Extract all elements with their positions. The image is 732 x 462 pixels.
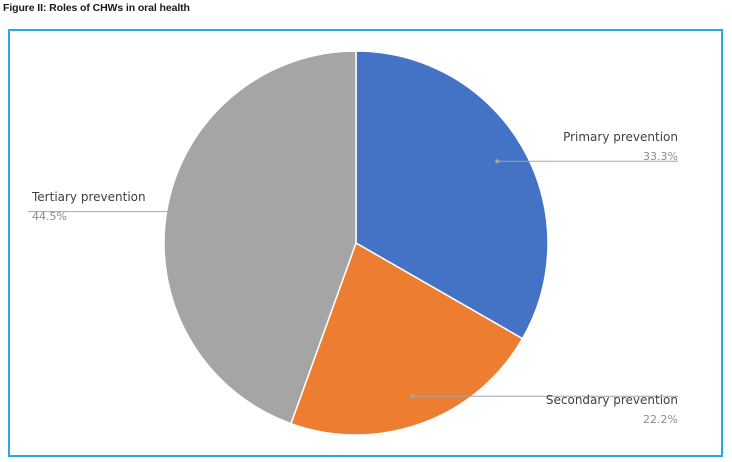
data-label-primary-prevention: Primary prevention	[563, 130, 678, 144]
data-value-primary-prevention: 33.3%	[643, 150, 678, 163]
pie-chart: Primary prevention 33.3% Secondary prevent…	[28, 50, 678, 436]
data-value-tertiary-prevention: 44.5%	[32, 210, 67, 223]
pie-slice-secondary-prevention	[290, 241, 524, 436]
leader-dot-secondary-prevention	[410, 394, 415, 399]
pie-slice-primary-prevention	[355, 50, 549, 340]
pie-data-labels: Primary prevention 33.3% Secondary prevent…	[31, 130, 678, 426]
data-label-secondary-prevention: Secondary prevention	[546, 393, 678, 407]
pie-leader-lines	[28, 159, 678, 399]
chart-frame: Primary prevention 33.3% Secondary prevent…	[8, 29, 723, 457]
figure-title: Figure II: Roles of CHWs in oral health	[3, 2, 190, 14]
data-value-secondary-prevention: 22.2%	[643, 413, 678, 426]
data-label-tertiary-prevention: Tertiary prevention	[31, 190, 146, 204]
leader-dot-primary-prevention	[495, 159, 500, 164]
leader-dot-tertiary-prevention	[174, 209, 179, 214]
pie-slices	[163, 50, 549, 436]
pie-slice-tertiary-prevention	[163, 50, 357, 425]
